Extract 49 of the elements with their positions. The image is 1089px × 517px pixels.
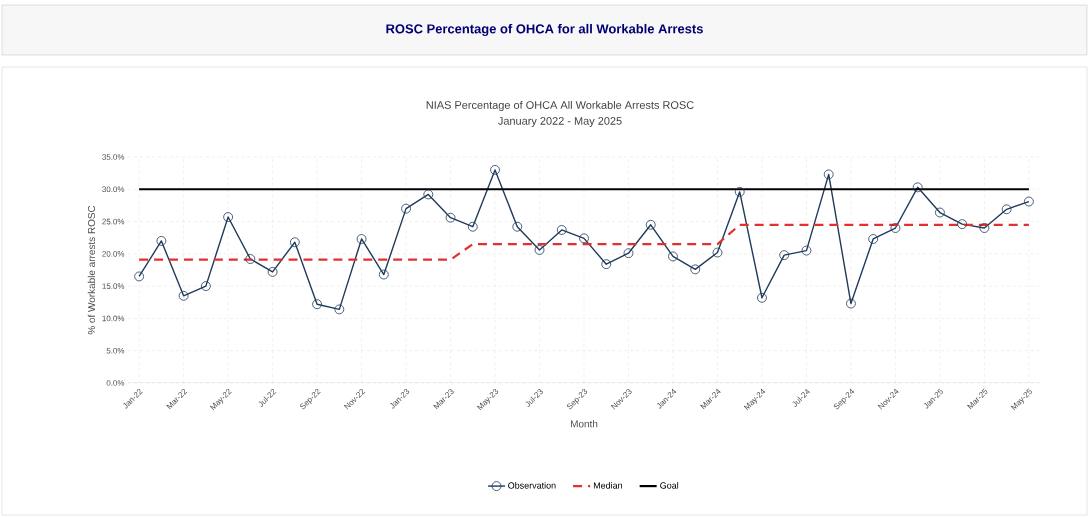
y-axis-title: % of Workable arrests ROSC [87, 205, 96, 335]
point [356, 234, 367, 244]
point [156, 236, 167, 246]
x-axis-title: Month [570, 420, 598, 428]
point [801, 245, 812, 256]
point [779, 250, 790, 261]
legend-label: Goal [660, 482, 679, 489]
point [401, 203, 411, 214]
point [846, 298, 856, 309]
point [134, 271, 145, 282]
point [890, 223, 901, 233]
point [712, 247, 723, 258]
point [579, 233, 589, 244]
point [334, 304, 345, 315]
point [935, 207, 945, 218]
point [200, 281, 211, 292]
chart-subtitle: NIAS Percentage of OHCA All Workable Arrests ROSC [426, 100, 694, 112]
point [645, 219, 656, 230]
point [267, 267, 278, 277]
point [467, 221, 478, 232]
point [178, 290, 189, 301]
point [979, 223, 990, 233]
point [445, 212, 456, 223]
point [601, 259, 612, 270]
point [690, 264, 701, 275]
point [668, 251, 678, 262]
legend-label: Median [593, 482, 623, 489]
point [734, 186, 745, 197]
chart-title: ROSC Percentage of OHCA for all Workable Arrests [386, 23, 703, 37]
point [957, 219, 968, 230]
point [1024, 196, 1034, 207]
point [556, 225, 567, 235]
legend-label: Observation [508, 482, 556, 489]
point [912, 182, 923, 193]
point [312, 299, 322, 310]
point [245, 254, 256, 264]
point [512, 221, 523, 232]
point [757, 292, 767, 303]
point [1001, 204, 1012, 215]
point [289, 237, 300, 248]
point [868, 234, 879, 244]
point [378, 269, 389, 280]
point [490, 165, 500, 175]
point [423, 189, 434, 200]
point [534, 245, 545, 255]
point [223, 212, 233, 222]
text: January 2022 - May 2025 [498, 117, 622, 127]
point [823, 169, 834, 180]
point [623, 248, 634, 259]
